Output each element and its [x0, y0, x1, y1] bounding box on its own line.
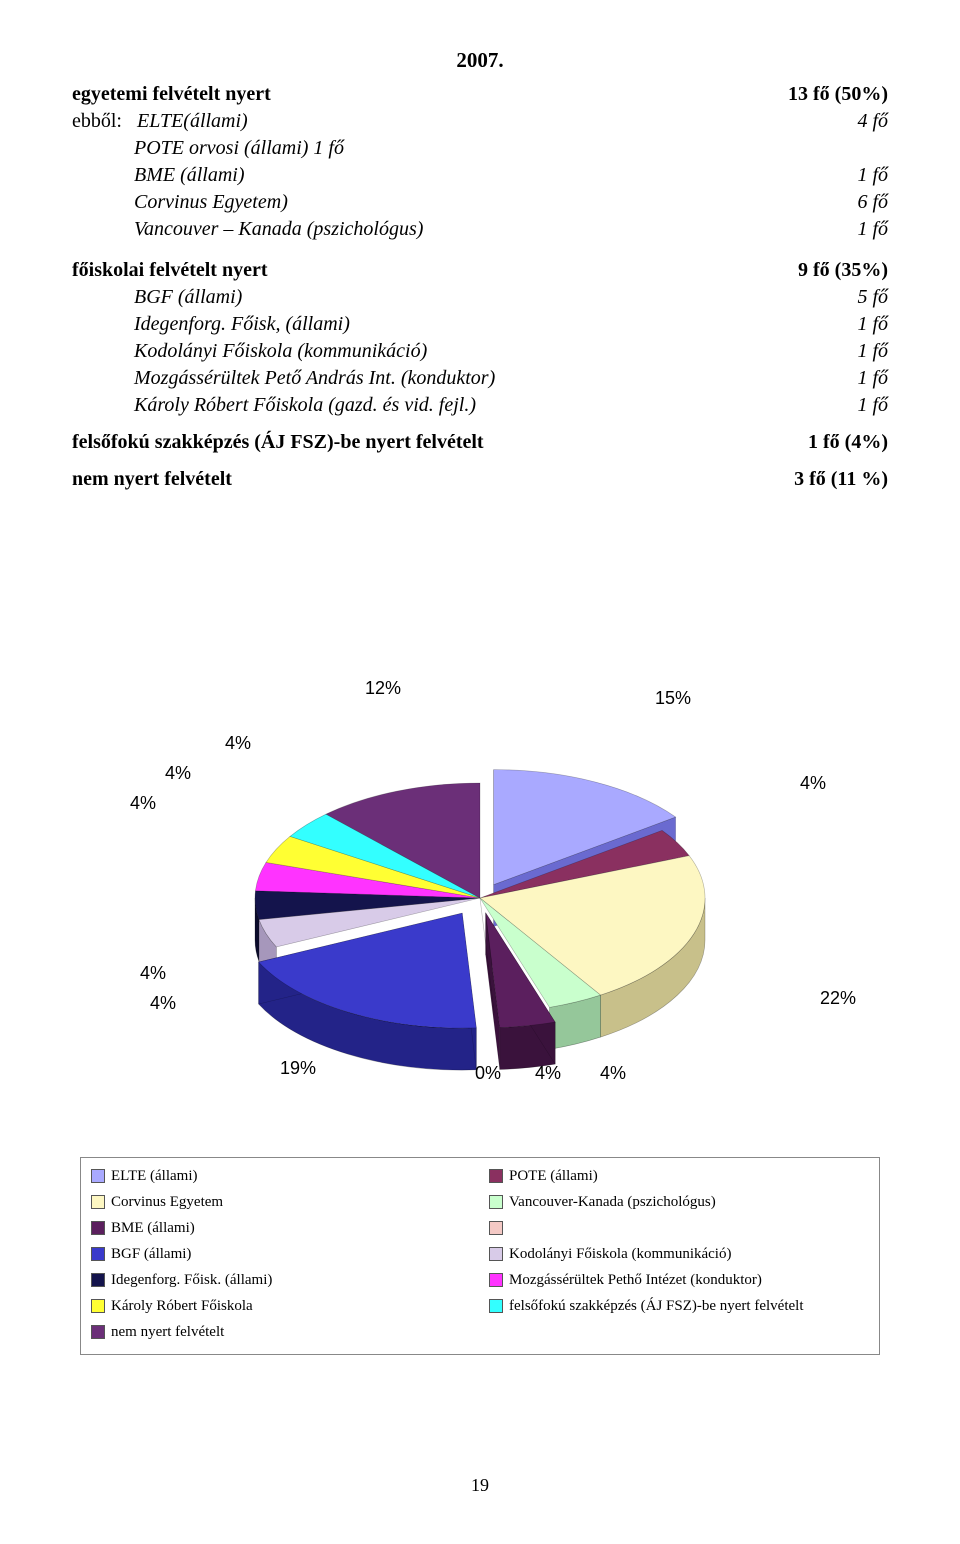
legend-item: BME (állami) — [91, 1216, 471, 1240]
uni-list: ebből: ELTE(állami)4 főPOTE orvosi (álla… — [72, 108, 888, 243]
uni-item: BME (állami)1 fő — [72, 162, 888, 189]
fsz-row: felsőfokú szakképzés (ÁJ FSZ)-be nyert f… — [72, 429, 888, 456]
legend-label: Kodolányi Főiskola (kommunikáció) — [509, 1242, 731, 1266]
pie-data-label: 22% — [820, 988, 856, 1009]
pie-data-label: 4% — [165, 763, 191, 784]
uni-item: ebből: ELTE(állami)4 fő — [72, 108, 888, 135]
pie-chart: 15% 4% 22% 4% 4% 0% 19% 4% 4% 4% 4% 4% 12% ELTE (áll… — [72, 663, 888, 1355]
pie-data-label: 4% — [225, 733, 251, 754]
coll-list: BGF (állami)5 főIdegenforg. Főisk, (álla… — [72, 284, 888, 419]
legend-item: felsőfokú szakképzés (ÁJ FSZ)-be nyert f… — [489, 1294, 869, 1318]
uni-total-row: egyetemi felvételt nyert 13 fő (50%) — [72, 81, 888, 108]
legend-item: nem nyert felvételt — [91, 1320, 471, 1344]
legend-label: ELTE (állami) — [111, 1164, 198, 1188]
pie-data-label: 4% — [130, 793, 156, 814]
year-heading: 2007. — [72, 48, 888, 73]
legend-item: ELTE (állami) — [91, 1164, 471, 1188]
coll-item: Mozgássérültek Pető András Int. (kondukt… — [72, 365, 888, 392]
uni-item: Vancouver – Kanada (pszichológus)1 fő — [72, 216, 888, 243]
legend-item: Corvinus Egyetem — [91, 1190, 471, 1214]
nem-total: 3 fő (11 %) — [774, 466, 888, 493]
uni-item: POTE orvosi (állami) 1 fő — [72, 135, 888, 162]
nem-row: nem nyert felvételt 3 fő (11 %) — [72, 466, 888, 493]
coll-item: BGF (állami)5 fő — [72, 284, 888, 311]
legend-label: BGF (állami) — [111, 1242, 191, 1266]
pie-data-label: 4% — [140, 963, 166, 984]
coll-item: Idegenforg. Főisk, (állami)1 fő — [72, 311, 888, 338]
fsz-title: felsőfokú szakképzés (ÁJ FSZ)-be nyert f… — [72, 431, 484, 453]
fsz-total: 1 fő (4%) — [788, 429, 888, 456]
legend-item: Kodolányi Főiskola (kommunikáció) — [489, 1242, 869, 1266]
pie-data-label: 4% — [535, 1063, 561, 1084]
uni-title: egyetemi felvételt nyert — [72, 81, 768, 108]
coll-item: Kodolányi Főiskola (kommunikáció)1 fő — [72, 338, 888, 365]
nem-title: nem nyert felvételt — [72, 466, 774, 493]
legend-label: felsőfokú szakképzés (ÁJ FSZ)-be nyert f… — [509, 1294, 804, 1318]
legend-label: Károly Róbert Főiskola — [111, 1294, 253, 1318]
legend-item: Mozgássérültek Pethő Intézet (konduktor) — [489, 1268, 869, 1292]
coll-total-row: főiskolai felvételt nyert 9 fő (35%) — [72, 257, 888, 284]
legend-label: nem nyert felvételt — [111, 1320, 224, 1344]
uni-item: Corvinus Egyetem)6 fő — [72, 189, 888, 216]
pie-data-label: 4% — [600, 1063, 626, 1084]
pie-data-label: 0% — [475, 1063, 501, 1084]
pie-data-label: 15% — [655, 688, 691, 709]
coll-item: Károly Róbert Főiskola (gazd. és vid. fe… — [72, 392, 888, 419]
pie-data-label: 4% — [800, 773, 826, 794]
legend-item: Idegenforg. Főisk. (állami) — [91, 1268, 471, 1292]
page-number: 19 — [72, 1475, 888, 1496]
legend-label: Idegenforg. Főisk. (állami) — [111, 1268, 272, 1292]
legend-item: Vancouver-Kanada (pszichológus) — [489, 1190, 869, 1214]
legend-item: Károly Róbert Főiskola — [91, 1294, 471, 1318]
legend-item: BGF (állami) — [91, 1242, 471, 1266]
legend-label: Corvinus Egyetem — [111, 1190, 223, 1214]
pie-data-label: 19% — [280, 1058, 316, 1079]
legend-label: BME (állami) — [111, 1216, 195, 1240]
pie-data-label: 12% — [365, 678, 401, 699]
coll-title: főiskolai felvételt nyert — [72, 257, 778, 284]
legend-label: POTE (állami) — [509, 1164, 598, 1188]
uni-total: 13 fő (50%) — [768, 81, 888, 108]
legend-item: POTE (állami) — [489, 1164, 869, 1188]
pie-data-label: 4% — [150, 993, 176, 1014]
legend-label: Vancouver-Kanada (pszichológus) — [509, 1190, 716, 1214]
chart-legend: ELTE (állami) POTE (állami) Corvinus Egyet… — [80, 1157, 880, 1355]
legend-label: Mozgássérültek Pethő Intézet (konduktor) — [509, 1268, 762, 1292]
coll-total: 9 fő (35%) — [778, 257, 888, 284]
legend-item — [489, 1216, 869, 1240]
